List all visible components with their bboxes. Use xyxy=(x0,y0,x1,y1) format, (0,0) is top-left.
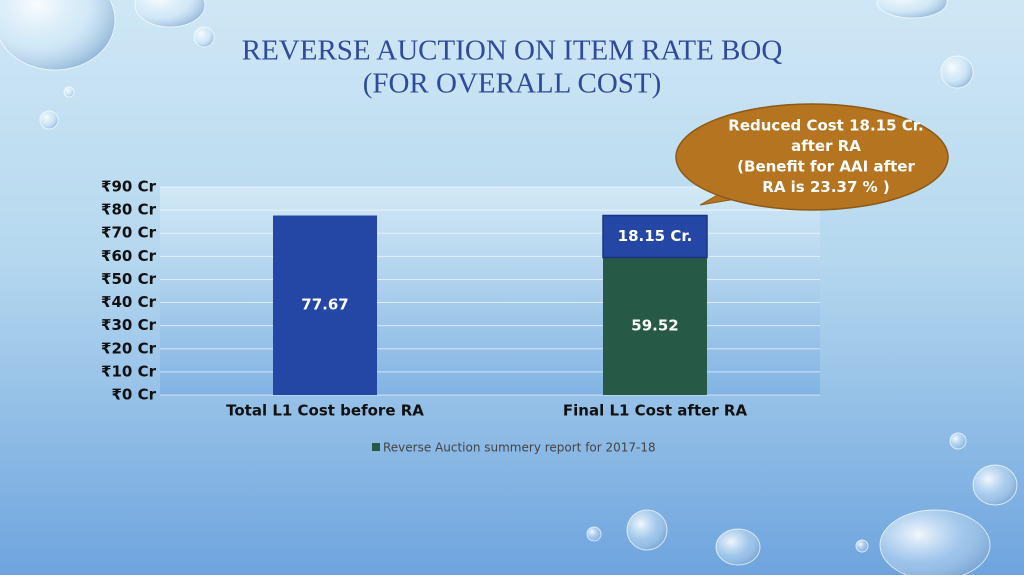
value-label: 59.52 xyxy=(631,317,678,335)
y-tick-label: ₹50 Cr xyxy=(101,270,157,288)
x-tick-label: Total L1 Cost before RA xyxy=(226,402,424,420)
callout-text: Reduced Cost 18.15 Cr. xyxy=(728,117,923,135)
callout-text: after RA xyxy=(791,137,861,155)
callout-text: (Benefit for AAI after xyxy=(737,158,915,176)
value-label: 77.67 xyxy=(301,296,348,314)
y-tick-label: ₹80 Cr xyxy=(101,201,157,219)
callout-text: RA is 23.37 % ) xyxy=(762,178,889,196)
bar xyxy=(602,214,708,259)
title-line: REVERSE AUCTION ON ITEM RATE BOQ xyxy=(242,35,783,67)
plot-area xyxy=(160,187,820,395)
y-tick-label: ₹60 Cr xyxy=(101,247,157,265)
y-tick-label: ₹30 Cr xyxy=(101,316,157,334)
y-tick-label: ₹10 Cr xyxy=(101,362,157,380)
y-tick-label: ₹40 Cr xyxy=(101,293,157,311)
y-tick-label: ₹90 Cr xyxy=(101,178,157,196)
y-tick-label: ₹20 Cr xyxy=(101,339,157,357)
bar xyxy=(603,257,707,395)
legend-label: Reverse Auction summery report for 2017-… xyxy=(383,441,656,455)
y-tick-label: ₹70 Cr xyxy=(101,224,157,242)
y-tick-label: ₹0 Cr xyxy=(111,386,156,404)
title-line: (FOR OVERALL COST) xyxy=(363,68,662,100)
legend-swatch xyxy=(372,443,380,451)
chart: ₹0 Cr ₹10 Cr ₹20 Cr ₹30 Cr ₹40 Cr ₹50 Cr ₹60 C… xyxy=(101,178,820,455)
callout: Reduced Cost 18.15 Cr. after RA (Benefit f… xyxy=(675,103,949,211)
x-tick-label: Final L1 Cost after RA xyxy=(563,402,748,420)
value-label: 18.15 Cr. xyxy=(618,227,693,245)
bar xyxy=(273,215,377,395)
